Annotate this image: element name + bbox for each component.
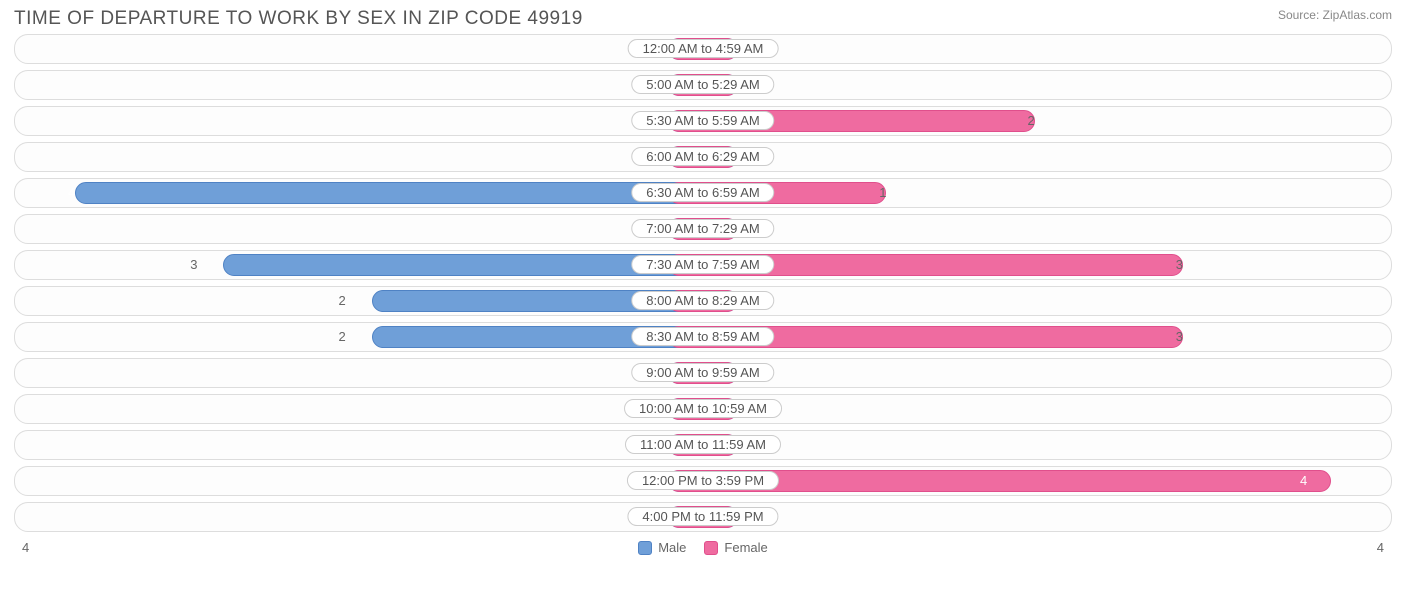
category-label: 5:30 AM to 5:59 AM (631, 111, 774, 130)
category-label: 8:30 AM to 8:59 AM (631, 327, 774, 346)
category-label: 4:00 PM to 11:59 PM (627, 507, 778, 526)
legend-female: Female (704, 540, 767, 555)
chart-area: 12:00 AM to 4:59 AM00 5:00 AM to 5:29 AM0… (0, 34, 1406, 532)
chart-row: 8:30 AM to 8:59 AM 2 3 (14, 322, 1392, 352)
category-label: 12:00 PM to 3:59 PM (627, 471, 779, 490)
value-male: 2 (339, 329, 346, 344)
legend-male-label: Male (658, 540, 686, 555)
value-male: 3 (190, 257, 197, 272)
chart-row: 9:00 AM to 9:59 AM00 (14, 358, 1392, 388)
value-male: 2 (339, 293, 346, 308)
chart-row: 7:00 AM to 7:29 AM00 (14, 214, 1392, 244)
category-label: 7:00 AM to 7:29 AM (631, 219, 774, 238)
chart-row: 12:00 AM to 4:59 AM00 (14, 34, 1392, 64)
legend-swatch-male (638, 541, 652, 555)
chart-row: 5:30 AM to 5:59 AM02 (14, 106, 1392, 136)
category-label: 8:00 AM to 8:29 AM (631, 291, 774, 310)
category-label: 10:00 AM to 10:59 AM (624, 399, 782, 418)
chart-row: 7:30 AM to 7:59 AM 3 3 (14, 250, 1392, 280)
value-female: 2 (1028, 113, 1035, 128)
axis-left-max: 4 (22, 540, 29, 555)
value-female: 3 (1176, 257, 1183, 272)
chart-title: TIME OF DEPARTURE TO WORK BY SEX IN ZIP … (14, 8, 583, 30)
value-female: 3 (1176, 329, 1183, 344)
category-label: 5:00 AM to 5:29 AM (631, 75, 774, 94)
chart-source: Source: ZipAtlas.com (1278, 8, 1392, 22)
chart-row: 11:00 AM to 11:59 AM00 (14, 430, 1392, 460)
value-female: 1 (879, 185, 886, 200)
chart-row: 8:00 AM to 8:29 AM20 (14, 286, 1392, 316)
legend-male: Male (638, 540, 686, 555)
legend-female-label: Female (724, 540, 767, 555)
chart-row: 6:00 AM to 6:29 AM00 (14, 142, 1392, 172)
category-label: 9:00 AM to 9:59 AM (631, 363, 774, 382)
value-female: 4 (1300, 473, 1307, 488)
category-label: 7:30 AM to 7:59 AM (631, 255, 774, 274)
chart-row: 5:00 AM to 5:29 AM00 (14, 70, 1392, 100)
category-label: 6:30 AM to 6:59 AM (631, 183, 774, 202)
legend-swatch-female (704, 541, 718, 555)
axis-right-max: 4 (1377, 540, 1384, 555)
legend: Male Female (638, 540, 768, 555)
chart-row: 6:30 AM to 6:59 AM 4 1 (14, 178, 1392, 208)
chart-row: 4:00 PM to 11:59 PM00 (14, 502, 1392, 532)
category-label: 12:00 AM to 4:59 AM (628, 39, 779, 58)
chart-row: 10:00 AM to 10:59 AM00 (14, 394, 1392, 424)
category-label: 11:00 AM to 11:59 AM (625, 435, 781, 454)
chart-row: 12:00 PM to 3:59 PM04 (14, 466, 1392, 496)
value-male: 4 (68, 185, 75, 200)
category-label: 6:00 AM to 6:29 AM (631, 147, 774, 166)
